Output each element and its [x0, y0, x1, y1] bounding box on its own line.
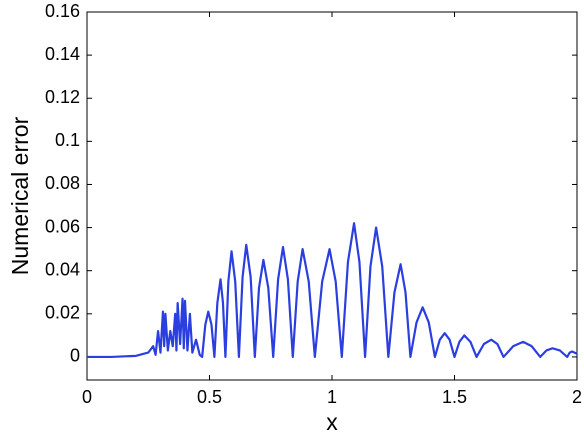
- x-tick-label: 0.5: [197, 387, 222, 407]
- y-tick-label: 0.12: [45, 87, 80, 107]
- y-tick-label: 0.04: [45, 259, 80, 279]
- x-tick-label: 2: [572, 387, 582, 407]
- y-tick-label: 0.1: [55, 130, 80, 150]
- plot-frame: [86, 11, 578, 381]
- x-tick-label: 1: [327, 387, 337, 407]
- y-tick-label: 0.16: [45, 1, 80, 21]
- x-tick-label: 1.5: [442, 387, 467, 407]
- y-axis-label: Numerical error: [7, 116, 33, 275]
- error-line: [87, 222, 578, 359]
- y-tick-label: 0.06: [45, 216, 80, 236]
- x-axis-label: x: [326, 409, 338, 435]
- y-tick-label: 0.14: [45, 44, 80, 64]
- y-tick-label: 0: [70, 346, 80, 366]
- y-tick-label: 0.02: [45, 303, 80, 323]
- x-tick-label: 0: [82, 387, 92, 407]
- y-tick-label: 0.08: [45, 173, 80, 193]
